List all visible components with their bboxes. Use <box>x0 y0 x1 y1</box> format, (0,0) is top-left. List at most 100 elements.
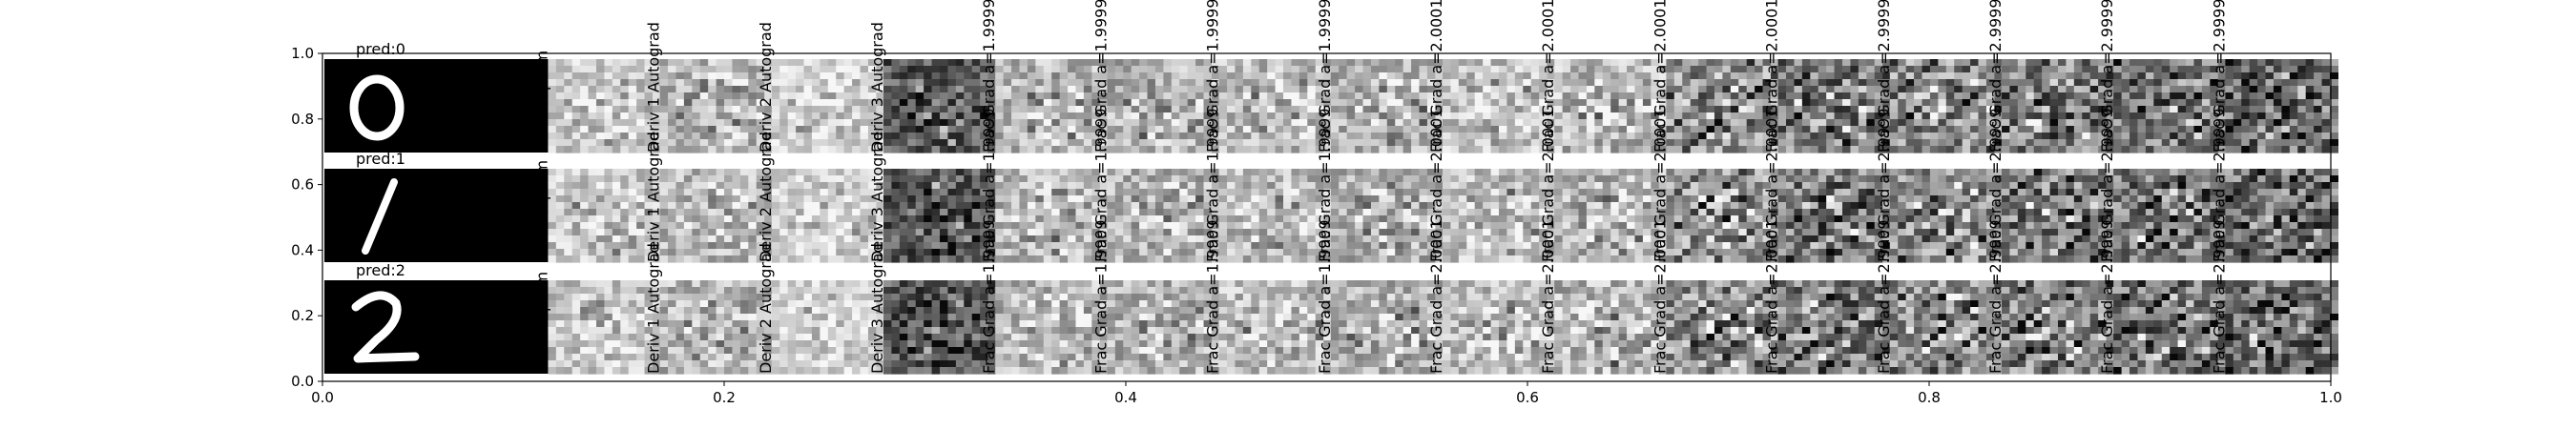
heatmap-cell <box>2273 112 2282 120</box>
heatmap-cell <box>2314 133 2323 140</box>
heatmap-cell <box>779 209 789 216</box>
heatmap-cell <box>1395 126 1404 133</box>
heatmap-cell <box>1874 146 1883 153</box>
heatmap-cell <box>907 235 917 243</box>
heatmap-cell <box>1435 133 1444 140</box>
heatmap-cell <box>612 119 621 127</box>
heatmap-cell <box>1003 112 1012 120</box>
heatmap-cell <box>636 255 646 263</box>
heatmap-cell <box>947 86 957 93</box>
heatmap-cell <box>1594 86 1604 93</box>
heatmap-cell <box>1539 72 1548 80</box>
heatmap-cell <box>1818 139 1827 147</box>
heatmap-cell <box>1051 175 1061 183</box>
heatmap-cell <box>732 189 741 196</box>
heatmap-cell <box>1339 86 1348 93</box>
heatmap-cell <box>2186 86 2195 93</box>
heatmap-cell <box>1978 86 1987 93</box>
heatmap-cell <box>1283 139 1293 147</box>
heatmap-cell <box>1938 146 1947 153</box>
heatmap-cell <box>1673 66 1683 73</box>
heatmap-cell <box>1147 182 1156 190</box>
heatmap-cell <box>883 112 893 120</box>
heatmap-cell <box>2073 106 2083 113</box>
heatmap-cell <box>571 146 581 153</box>
heatmap-cell <box>1938 119 1947 127</box>
heatmap-cell <box>2170 79 2179 87</box>
heatmap-cell <box>1283 209 1293 216</box>
heatmap-cell <box>1483 126 1492 133</box>
heatmap-cell <box>1330 222 1340 230</box>
heatmap-cell <box>1618 146 1628 153</box>
heatmap-cell <box>1426 92 1436 100</box>
heatmap-cell <box>1131 195 1140 203</box>
heatmap-cell <box>1530 255 1540 263</box>
heatmap-cell <box>659 255 669 263</box>
heatmap-cell <box>1627 86 1636 93</box>
heatmap-cell <box>1945 112 1955 120</box>
heatmap-cell <box>1530 249 1540 256</box>
heatmap-cell <box>1283 92 1293 100</box>
heatmap-cell <box>891 92 901 100</box>
panel-label: Deriv 1 Autograd <box>645 22 663 153</box>
heatmap-cell <box>1003 229 1012 236</box>
heatmap-cell <box>940 99 949 107</box>
heatmap-cell <box>716 195 725 203</box>
heatmap-cell <box>1402 126 1412 133</box>
heatmap-cell <box>1323 72 1333 80</box>
heatmap-cell <box>1035 229 1045 236</box>
heatmap-cell <box>980 72 989 80</box>
heatmap-cell <box>1298 169 1308 176</box>
heatmap-cell <box>1298 112 1308 120</box>
heatmap-cell <box>1786 119 1796 127</box>
heatmap-cell <box>852 202 862 210</box>
heatmap-cell <box>891 112 901 120</box>
heatmap-cell <box>1035 126 1045 133</box>
heatmap-cell <box>1211 146 1220 153</box>
heatmap-cell <box>867 99 877 107</box>
heatmap-cell <box>571 195 581 203</box>
heatmap-cell <box>796 86 805 93</box>
heatmap-cell <box>1051 99 1061 107</box>
heatmap-cell <box>652 112 661 120</box>
panel-label: Deriv 3 Autograd <box>868 22 886 153</box>
heatmap-cell <box>1826 79 1836 87</box>
panel-label: Frac Grad a=2.0001 <box>1427 108 1445 262</box>
heatmap-cell <box>1362 195 1372 203</box>
heatmap-cell <box>1994 59 2004 67</box>
heatmap-cell <box>1483 209 1492 216</box>
heatmap-cell <box>1530 79 1540 87</box>
heatmap-cell <box>1826 106 1836 113</box>
heatmap-cell <box>1147 202 1156 210</box>
heatmap-cell <box>1027 202 1036 210</box>
heatmap-cell <box>1346 119 1356 127</box>
heatmap-cell <box>756 202 765 210</box>
heatmap-cell <box>1834 133 1843 140</box>
heatmap-cell <box>1099 106 1109 113</box>
heatmap-cell <box>2321 99 2331 107</box>
heatmap-cell <box>1889 79 1899 87</box>
heatmap-cell <box>1330 195 1340 203</box>
heatmap-cell <box>1171 146 1180 153</box>
heatmap-cell <box>580 209 590 216</box>
heatmap-cell <box>748 242 758 250</box>
heatmap-cell <box>1850 119 1859 127</box>
heatmap-cell <box>1419 235 1428 243</box>
heatmap-cell <box>1291 126 1300 133</box>
heatmap-cell <box>1179 202 1189 210</box>
heatmap-cell <box>1298 255 1308 263</box>
heatmap-cell <box>1355 209 1364 216</box>
heatmap-cell <box>1945 133 1955 140</box>
heatmap-cell <box>2305 66 2315 73</box>
heatmap-cell <box>1107 92 1116 100</box>
heatmap-cell <box>860 139 869 147</box>
heatmap-cell <box>1083 99 1092 107</box>
heatmap-cell <box>1411 235 1421 243</box>
heatmap-cell <box>588 59 597 67</box>
heatmap-cell <box>1203 119 1213 127</box>
heatmap-cell <box>1490 189 1500 196</box>
heatmap-cell <box>683 195 693 203</box>
heatmap-cell <box>1458 169 1467 176</box>
heatmap-cell <box>644 112 654 120</box>
heatmap-cell <box>1355 169 1364 176</box>
